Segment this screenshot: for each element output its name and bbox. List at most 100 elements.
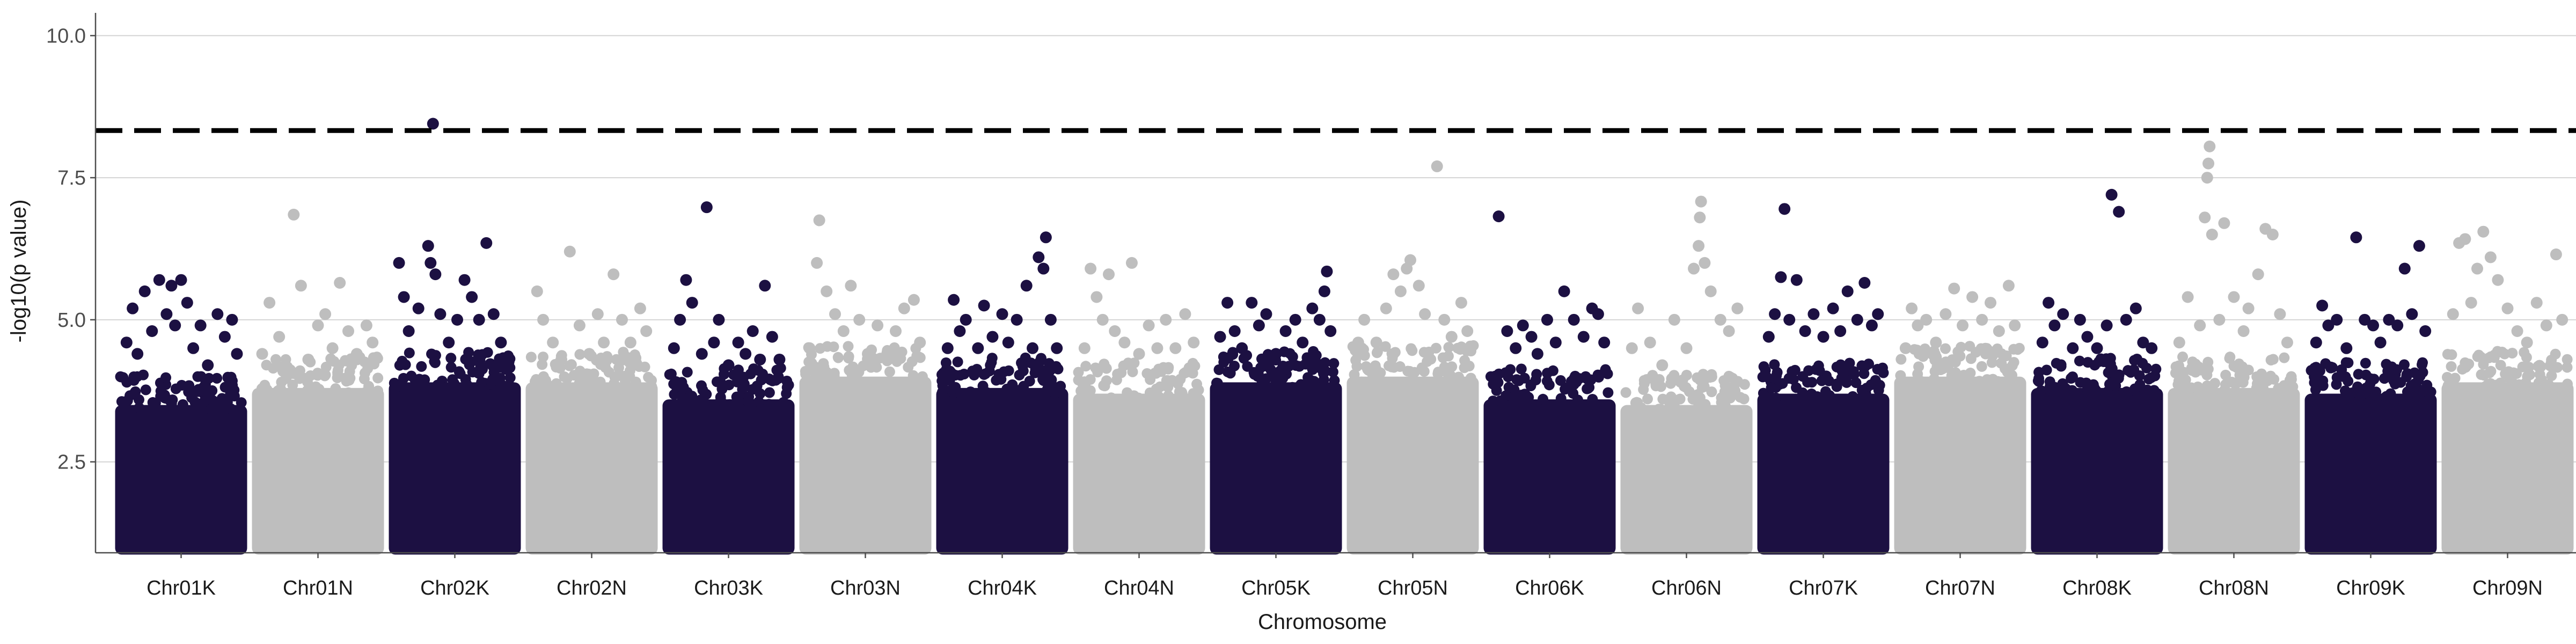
data-point [579, 375, 590, 386]
outlier-point [722, 359, 735, 371]
chromosome-group-Chr07N [1894, 280, 2026, 555]
outlier-point [1762, 331, 1775, 343]
outlier-point [1324, 325, 1337, 338]
data-point [416, 361, 427, 372]
data-point [1915, 376, 1926, 387]
data-point [1835, 359, 1846, 370]
data-point [1563, 381, 1574, 392]
outlier-point [1807, 308, 1820, 320]
data-point [1952, 375, 1964, 386]
outlier-point [948, 294, 960, 306]
x-tick-label: Chr01K [147, 577, 216, 599]
data-point [2317, 380, 2329, 391]
data-point [2265, 354, 2277, 365]
outlier-point [146, 325, 158, 338]
data-point [2082, 357, 2094, 368]
data-point [1538, 393, 1549, 405]
chromosome-group-Chr01N [252, 208, 384, 555]
data-point [1501, 390, 1512, 401]
data-point [1175, 374, 1186, 385]
data-point [1909, 344, 1920, 355]
data-point [261, 360, 272, 371]
outlier-point [302, 353, 314, 365]
data-point [1687, 393, 1699, 405]
outlier-point [696, 348, 708, 360]
data-point [1730, 385, 1741, 397]
data-point [1007, 379, 1018, 390]
outlier-point [480, 237, 493, 249]
outlier-point [2252, 268, 2264, 281]
chromosome-group-Chr03K [662, 201, 795, 555]
data-point [2360, 357, 2371, 369]
x-tick-label: Chr07K [1789, 577, 1858, 599]
data-point [770, 375, 781, 386]
data-point [1555, 375, 1567, 386]
x-tick-label: Chr02K [420, 577, 489, 599]
data-point [1792, 393, 1804, 405]
outlier-point [2237, 325, 2250, 338]
data-point [2101, 353, 2112, 364]
outlier-point [175, 274, 187, 286]
data-point [1602, 387, 1614, 398]
outlier-point [2036, 336, 2048, 349]
outlier-point [616, 313, 628, 326]
data-point [1038, 365, 1049, 376]
outlier-point [398, 291, 410, 303]
outlier-point [986, 331, 999, 343]
outlier-point [978, 299, 990, 312]
data-point [1047, 361, 1058, 372]
outlier-point [2101, 319, 2113, 332]
data-point [1042, 383, 1053, 394]
outlier-point [2511, 325, 2523, 338]
data-point [958, 369, 970, 380]
data-point [977, 380, 989, 392]
outlier-point [2202, 157, 2215, 170]
outlier-point [640, 325, 653, 338]
outlier-point [954, 325, 966, 338]
outlier-point [402, 325, 415, 338]
data-point [330, 383, 341, 394]
outlier-point [1688, 262, 1700, 275]
data-point [2311, 372, 2322, 383]
data-point [437, 382, 448, 393]
data-point [2220, 369, 2231, 380]
chromosome-group-Chr03N [799, 214, 932, 555]
data-point [2106, 363, 2118, 375]
data-point [332, 364, 343, 376]
x-tick-label: Chr06K [1515, 577, 1584, 599]
data-point [140, 384, 151, 396]
outlier-point [2398, 262, 2411, 275]
outlier-point [2199, 211, 2211, 224]
data-point [2235, 368, 2246, 379]
tick-labels: 2.5 5.0 7.5 10.0 Chr01K Chr01N Chr02K Chr02N Chr… [46, 25, 2543, 599]
outlier-point [2530, 297, 2543, 309]
data-point [2346, 387, 2358, 398]
data-point [716, 379, 728, 390]
data-point [455, 368, 466, 379]
data-point [2129, 355, 2140, 366]
data-point [2519, 347, 2530, 358]
outlier-point [2173, 336, 2185, 349]
outlier-point [473, 313, 485, 326]
data-point [595, 376, 606, 387]
data-point [1445, 370, 1456, 381]
y-tick-label: 5.0 [57, 309, 86, 332]
data-point [1256, 353, 1267, 364]
data-point [320, 361, 332, 372]
data-point [913, 351, 924, 362]
outlier-point [1865, 319, 1878, 332]
outlier-point [1370, 336, 1382, 349]
data-point [1928, 373, 1940, 384]
outlier-point [2477, 225, 2490, 238]
outlier-point [1289, 313, 1301, 326]
data-point [670, 376, 682, 387]
data-point [1432, 368, 1444, 379]
data-point [1111, 374, 1122, 385]
data-point [2475, 352, 2486, 363]
data-point [2202, 356, 2214, 368]
data-point [1038, 375, 1049, 386]
data-point [613, 362, 624, 374]
data-point [211, 372, 223, 384]
outlier-point [2350, 231, 2362, 244]
outlier-point [1179, 308, 1191, 320]
